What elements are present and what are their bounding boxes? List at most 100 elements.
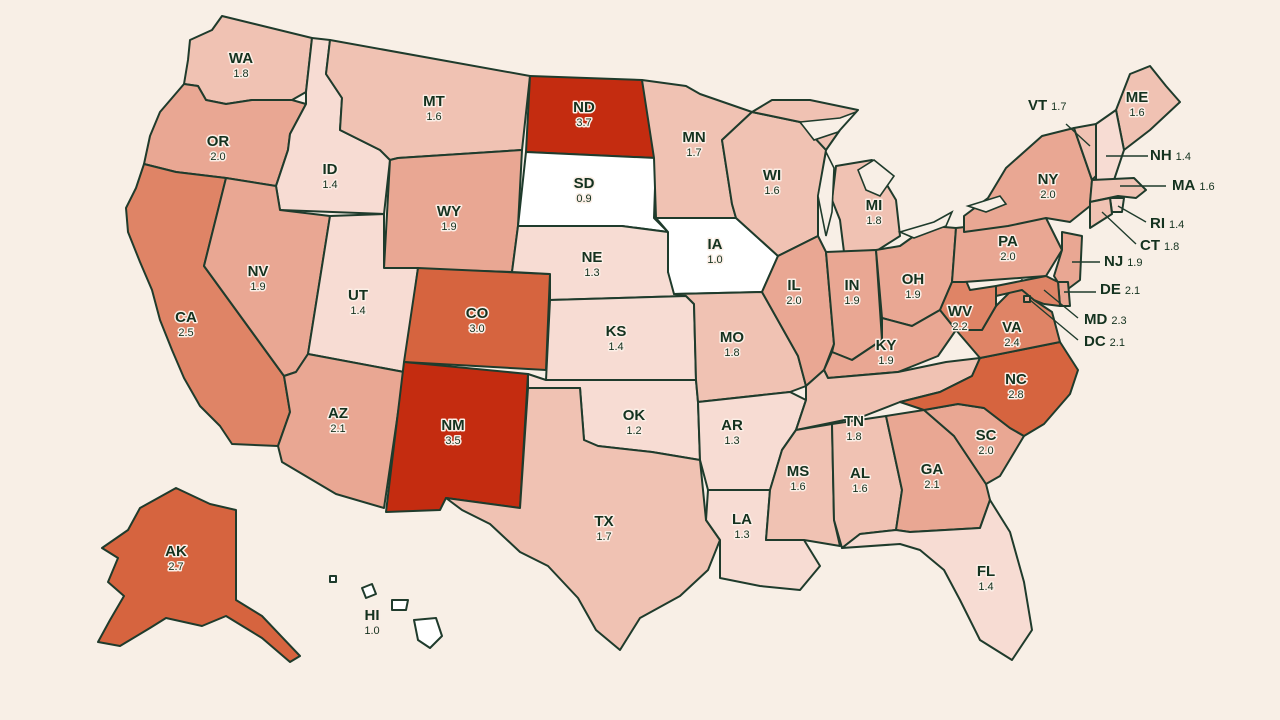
state-abbr-dc: DC [1084, 333, 1106, 350]
state-value-mi: 1.8 [866, 215, 881, 227]
state-value-nh: 1.4 [1176, 151, 1191, 163]
state-abbr-md: MD [1084, 311, 1107, 328]
state-abbr-me: ME [1126, 89, 1149, 106]
state-abbr-fl: FL [977, 563, 995, 580]
state-abbr-ne: NE [582, 249, 603, 266]
state-value-me: 1.6 [1129, 107, 1144, 119]
state-value-ct: 1.8 [1164, 241, 1179, 253]
state-abbr-sc: SC [976, 427, 997, 444]
state-abbr-ut: UT [348, 287, 368, 304]
state-value-de: 2.1 [1125, 285, 1140, 297]
state-ny [963, 127, 1093, 233]
state-value-md: 2.3 [1111, 315, 1126, 327]
state-value-hi: 1.0 [364, 625, 379, 637]
state-value-nd: 3.7 [576, 117, 591, 129]
state-hi-part-1 [361, 583, 377, 599]
state-value-ca: 2.5 [178, 327, 193, 339]
state-value-id: 1.4 [322, 179, 337, 191]
state-value-or: 2.0 [210, 151, 225, 163]
state-abbr-in: IN [845, 277, 860, 294]
state-value-mo: 1.8 [724, 347, 739, 359]
state-value-ky: 1.9 [878, 355, 893, 367]
state-value-wa: 1.8 [233, 68, 248, 80]
state-abbr-ks: KS [606, 323, 627, 340]
state-md [995, 275, 1061, 307]
state-abbr-az: AZ [328, 405, 348, 422]
great-lakes [798, 111, 1008, 239]
state-abbr-sd: SD [574, 175, 595, 192]
leader-line-ct [1101, 211, 1137, 245]
state-abbr-co: CO [466, 305, 489, 322]
state-nh [1095, 109, 1125, 181]
state-value-al: 1.6 [852, 483, 867, 495]
state-value-nj: 1.9 [1127, 257, 1142, 269]
state-abbr-ia: IA [708, 236, 723, 253]
state-abbr-ct: CT [1140, 237, 1160, 254]
state-value-wy: 1.9 [441, 221, 456, 233]
state-value-mn: 1.7 [686, 147, 701, 159]
state-abbr-va: VA [1002, 319, 1022, 336]
state-abbr-mt: MT [423, 93, 445, 110]
leader-line-ri [1117, 205, 1147, 223]
state-abbr-al: AL [850, 465, 870, 482]
state-abbr-mo: MO [720, 329, 744, 346]
state-labels: WA1.8OR2.0CA2.5ID1.4NV1.9MT1.6WY1.9UT1.4… [164, 49, 1215, 639]
state-abbr-nd: ND [573, 99, 595, 116]
state-value-wi: 1.6 [764, 185, 779, 197]
state-abbr-mn: MN [682, 129, 705, 146]
state-value-nv: 1.9 [250, 281, 265, 293]
state-mt [325, 39, 531, 161]
leader-line-md [1043, 289, 1079, 319]
great-lake-2 [817, 149, 835, 237]
leader-line-dc [1029, 299, 1079, 341]
state-value-ne: 1.3 [584, 267, 599, 279]
state-abbr-pa: PA [998, 233, 1018, 250]
state-abbr-id: ID [323, 161, 338, 178]
state-abbr-hi: HI [365, 607, 380, 624]
state-value-mt: 1.6 [426, 111, 441, 123]
state-tx [445, 387, 721, 651]
state-value-il: 2.0 [786, 295, 801, 307]
state-abbr-nm: NM [441, 417, 464, 434]
state-value-fl: 1.4 [978, 581, 993, 593]
state-abbr-ca: CA [175, 309, 197, 326]
state-value-az: 2.1 [330, 423, 345, 435]
state-ak [97, 487, 301, 663]
state-value-ma: 1.6 [1199, 181, 1214, 193]
state-abbr-wy: WY [437, 203, 461, 220]
state-dc [1023, 295, 1031, 303]
state-value-pa: 2.0 [1000, 251, 1015, 263]
state-value-co: 3.0 [469, 323, 484, 335]
state-value-ak: 2.7 [168, 561, 183, 573]
state-value-va: 2.4 [1004, 337, 1019, 349]
state-value-ia: 1.0 [707, 254, 722, 266]
leader-line-vt [1065, 123, 1091, 147]
state-value-vt: 1.7 [1051, 101, 1066, 113]
state-hi-part-3 [413, 617, 443, 649]
state-value-tx: 1.7 [596, 531, 611, 543]
state-abbr-nj: NJ [1104, 253, 1123, 270]
state-value-ok: 1.2 [626, 425, 641, 437]
state-hi-part-2 [391, 599, 409, 611]
great-lake-4 [897, 210, 954, 239]
state-abbr-mi: MI [866, 197, 883, 214]
state-value-ut: 1.4 [350, 305, 365, 317]
state-abbr-nh: NH [1150, 147, 1172, 164]
state-abbr-ma: MA [1172, 177, 1195, 194]
state-value-ms: 1.6 [790, 481, 805, 493]
leader-lines [1029, 123, 1166, 341]
state-abbr-ky: KY [876, 337, 897, 354]
state-value-ar: 1.3 [724, 435, 739, 447]
state-abbr-or: OR [207, 133, 230, 150]
state-abbr-ga: GA [921, 461, 944, 478]
state-abbr-de: DE [1100, 281, 1121, 298]
state-abbr-ok: OK [623, 407, 646, 424]
state-shapes [97, 15, 1181, 663]
state-value-nm: 3.5 [445, 435, 460, 447]
state-abbr-wa: WA [229, 50, 253, 67]
state-value-ks: 1.4 [608, 341, 623, 353]
state-fl [841, 499, 1033, 661]
state-value-nc: 2.8 [1008, 389, 1023, 401]
state-value-sd: 0.9 [576, 193, 591, 205]
state-abbr-nc: NC [1005, 371, 1027, 388]
